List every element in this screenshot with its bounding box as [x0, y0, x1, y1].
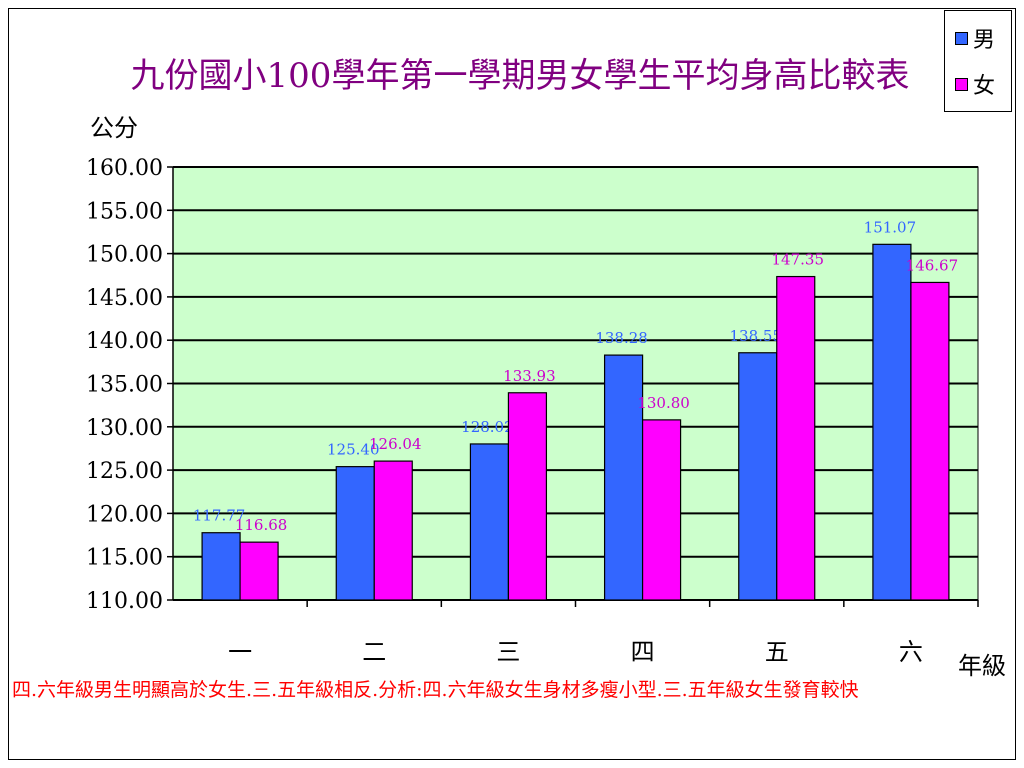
y-axis-label: 公分	[90, 114, 138, 142]
bar-chart: 110.00 115.00 120.00 125.00 130.00 135.00 140.…	[86, 156, 979, 666]
bar-female	[373, 460, 413, 601]
y-tick-label: 110.00	[86, 589, 163, 614]
data-label: 151.07	[864, 218, 917, 236]
y-tick-label: 120.00	[86, 502, 163, 527]
bar-male	[469, 443, 510, 601]
data-label: 138.55	[730, 327, 783, 345]
bar-male	[201, 532, 241, 601]
data-label: 130.80	[637, 394, 690, 412]
x-tick-label: 四	[631, 638, 655, 666]
y-tick-label: 115.00	[86, 546, 163, 571]
x-tick-label: 二	[362, 638, 386, 666]
analysis-note: 四.六年級男生明顯高於女生.三.五年級相反.分析:四.六年級女生身材多瘦小型.三…	[12, 679, 859, 701]
legend-swatch-male	[955, 31, 968, 45]
bar-male	[738, 352, 778, 601]
x-tick-label: 三	[496, 638, 520, 666]
data-label: 126.04	[369, 435, 422, 453]
y-tick-label: 135.00	[86, 373, 163, 398]
bar-female	[776, 275, 816, 601]
bar-female	[239, 541, 279, 601]
data-label: 138.28	[595, 329, 648, 347]
y-tick-label: 160.00	[86, 156, 163, 181]
data-label: 125.40	[327, 441, 380, 459]
legend-item-male: 男	[955, 23, 995, 53]
data-label: 116.68	[235, 516, 288, 534]
bar-male	[603, 354, 644, 601]
data-label: 128.02	[461, 418, 514, 436]
y-tick-label: 155.00	[86, 199, 163, 224]
data-label: 147.35	[772, 251, 825, 269]
y-tick-label: 145.00	[86, 286, 163, 311]
data-label: 133.93	[503, 367, 556, 385]
data-label: 117.77	[193, 507, 246, 525]
bar-female	[641, 419, 682, 601]
x-tick-label: 五	[765, 638, 789, 666]
bar-male	[335, 466, 375, 601]
bar-female	[910, 281, 950, 601]
x-axis-label: 年級	[958, 652, 1006, 680]
x-tick-label: 一	[228, 638, 252, 666]
data-label: 146.67	[906, 256, 959, 274]
bar-male	[872, 243, 912, 601]
y-tick-label: 125.00	[86, 459, 163, 484]
legend-item-female: 女	[955, 69, 995, 99]
legend-label-male: 男	[973, 28, 996, 53]
legend: 男 女	[944, 10, 1012, 112]
y-tick-label: 150.00	[86, 243, 163, 268]
legend-label-female: 女	[973, 74, 996, 99]
y-tick-label: 130.00	[86, 416, 163, 441]
x-tick-label: 六	[899, 638, 923, 666]
y-tick-label: 140.00	[86, 329, 163, 354]
legend-swatch-female	[955, 77, 968, 91]
bar-female	[507, 392, 548, 601]
chart-title: 九份國小100學年第一學期男女學生平均身高比較表	[130, 56, 910, 96]
